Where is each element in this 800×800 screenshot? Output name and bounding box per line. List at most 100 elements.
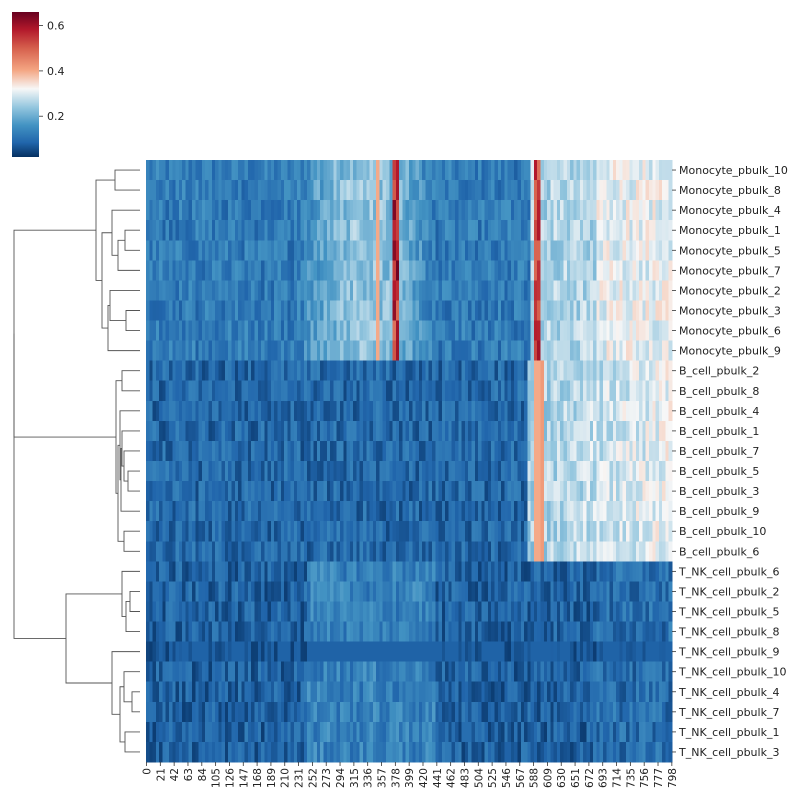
heatmap-cell	[579, 280, 584, 301]
heatmap-cell	[537, 561, 541, 582]
heatmap-cell	[247, 621, 252, 642]
heatmap-cell	[566, 621, 571, 642]
heatmap-cell	[146, 661, 150, 683]
heatmap-cell	[533, 220, 538, 241]
heatmap-cell	[336, 320, 341, 341]
heatmap-cell	[409, 260, 413, 281]
heatmap-cell	[162, 741, 167, 763]
heatmap-cell	[172, 641, 176, 662]
heatmap-cell	[149, 200, 153, 221]
heatmap-cell	[244, 721, 249, 743]
heatmap-cell	[593, 601, 597, 622]
heatmap-cell	[501, 160, 505, 181]
heatmap-cell	[445, 461, 449, 482]
heatmap-cell	[662, 681, 666, 703]
heatmap-cell	[149, 300, 153, 321]
heatmap-cell	[280, 200, 285, 221]
heatmap-cell	[290, 200, 295, 221]
row-dendrogram	[13, 169, 140, 753]
heatmap-cell	[458, 661, 462, 683]
heatmap-cell	[326, 300, 331, 321]
heatmap-cell	[550, 541, 555, 562]
heatmap-cell	[619, 180, 624, 201]
heatmap-cell	[284, 561, 288, 582]
heatmap-cell	[468, 220, 472, 241]
heatmap-cell	[228, 681, 232, 703]
heatmap-cell	[389, 260, 393, 281]
heatmap-cell	[655, 741, 660, 763]
heatmap-cell	[629, 380, 633, 402]
heatmap-cell	[326, 440, 331, 462]
heatmap-cell	[297, 561, 301, 582]
heatmap-cell	[287, 240, 292, 261]
heatmap-cell	[316, 701, 321, 723]
heatmap-cell	[178, 400, 183, 422]
heatmap-cell	[287, 400, 292, 422]
heatmap-cell	[441, 400, 446, 422]
heatmap-cell	[514, 701, 518, 723]
heatmap-cell	[619, 561, 624, 582]
heatmap-cell	[238, 380, 242, 402]
heatmap-cell	[481, 240, 486, 261]
heatmap-cell	[662, 180, 666, 201]
heatmap-cell	[560, 220, 564, 241]
heatmap-cell	[284, 681, 288, 703]
heatmap-cell	[188, 481, 193, 502]
heatmap-cell	[188, 440, 193, 462]
heatmap-cell	[382, 461, 387, 482]
heatmap-cell	[379, 581, 384, 602]
heatmap-cell	[175, 400, 180, 422]
heatmap-cell	[474, 240, 479, 261]
heatmap-cell	[639, 160, 643, 181]
heatmap-cell	[645, 280, 650, 301]
heatmap-cell	[533, 601, 538, 622]
heatmap-cell	[205, 501, 209, 522]
heatmap-cell	[596, 481, 601, 502]
heatmap-cell	[642, 380, 647, 402]
heatmap-cell	[326, 521, 331, 542]
heatmap-cell	[353, 420, 357, 442]
heatmap-cell	[409, 701, 413, 723]
heatmap-cell	[556, 741, 561, 763]
heatmap-cell	[399, 260, 403, 281]
heatmap-cell	[668, 200, 673, 221]
heatmap-cell	[280, 741, 285, 763]
heatmap-cell	[662, 260, 666, 281]
heatmap-cell	[146, 601, 150, 622]
heatmap-cell	[152, 380, 157, 402]
heatmap-cell	[251, 400, 255, 422]
heatmap-cell	[353, 521, 357, 542]
heatmap-cell	[270, 581, 275, 602]
heatmap-cell	[606, 741, 610, 763]
heatmap-cell	[596, 360, 601, 382]
heatmap-cell	[530, 360, 535, 382]
heatmap-cell	[533, 340, 538, 361]
heatmap-cell	[662, 521, 666, 542]
dendrogram-link	[129, 590, 140, 612]
heatmap-cell	[602, 240, 607, 261]
heatmap-cell	[399, 641, 403, 662]
heatmap-cell	[389, 440, 393, 462]
row-label: T_NK_cell_pbulk_3	[678, 746, 779, 759]
row-label: B_cell_pbulk_10	[679, 525, 766, 538]
heatmap-cell	[267, 461, 272, 482]
heatmap-cell	[464, 521, 469, 542]
heatmap-cell	[402, 721, 407, 743]
heatmap-cell	[376, 521, 380, 542]
heatmap-cell	[346, 501, 351, 522]
heatmap-cell	[583, 721, 587, 743]
heatmap-cell	[487, 501, 492, 522]
heatmap-cell	[330, 581, 334, 602]
heatmap-cell	[639, 440, 643, 462]
heatmap-cell	[491, 621, 495, 642]
heatmap-cell	[645, 581, 650, 602]
heatmap-cell	[274, 360, 278, 382]
heatmap-cell	[586, 621, 591, 642]
heatmap-cell	[514, 200, 518, 221]
heatmap-cell	[389, 561, 393, 582]
heatmap-cell	[231, 521, 236, 542]
heatmap-cell	[146, 501, 150, 522]
heatmap-cell	[474, 300, 479, 321]
heatmap-cell	[501, 681, 505, 703]
heatmap-cell	[563, 360, 568, 382]
